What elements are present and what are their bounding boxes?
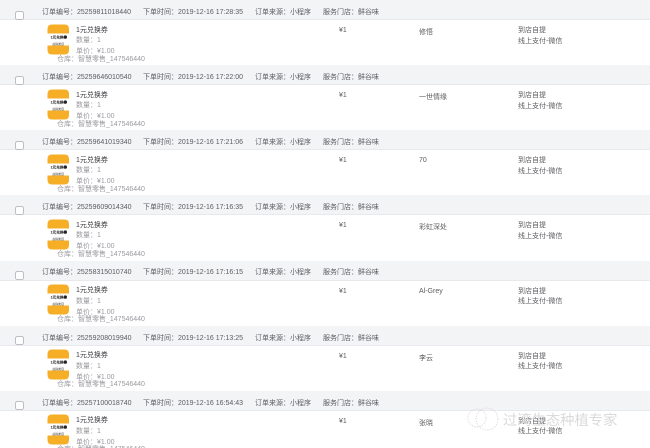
svg-text:1元兑换: 1元兑换	[50, 425, 63, 430]
svg-text:虚拟类目: 虚拟类目	[52, 171, 64, 176]
svg-text:虚拟类目: 虚拟类目	[52, 366, 64, 371]
svg-text:1元兑换: 1元兑换	[50, 34, 63, 39]
svg-text:虚拟类目: 虚拟类目	[52, 236, 64, 241]
svg-text:1元兑换: 1元兑换	[50, 360, 63, 365]
svg-text:1元兑换: 1元兑换	[50, 295, 63, 300]
svg-text:1元兑换: 1元兑换	[50, 230, 63, 235]
svg-text:虚拟类目: 虚拟类目	[52, 301, 64, 306]
svg-text:虚拟类目: 虚拟类目	[52, 41, 64, 46]
svg-text:虚拟类目: 虚拟类目	[52, 106, 64, 111]
svg-text:1元兑换: 1元兑换	[50, 164, 63, 169]
svg-text:虚拟类目: 虚拟类目	[52, 431, 64, 436]
svg-text:1元兑换: 1元兑换	[50, 99, 63, 104]
